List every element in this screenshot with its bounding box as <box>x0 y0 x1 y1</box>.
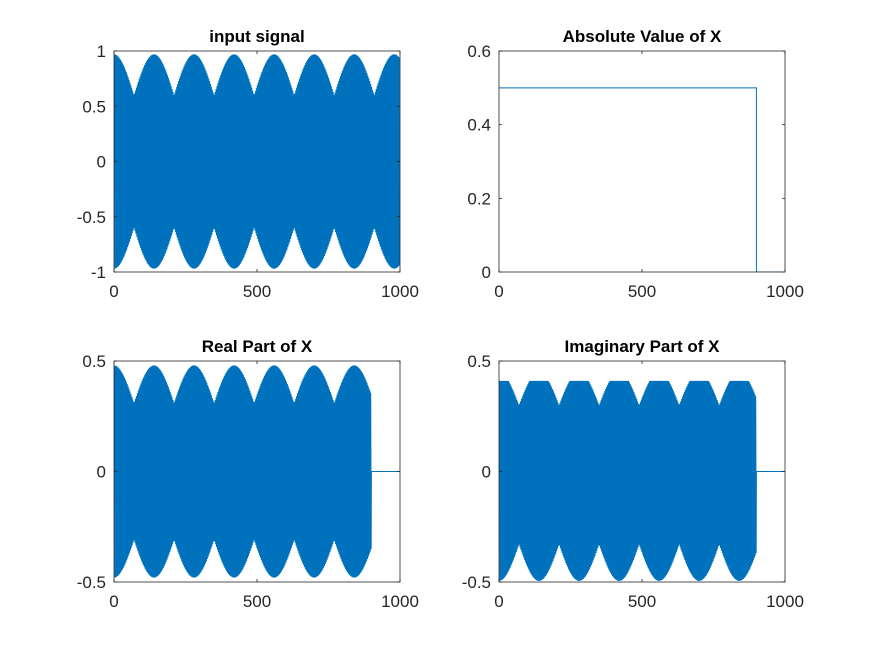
y-tick-label: 0.5 <box>82 97 106 116</box>
y-tick-label: -0.5 <box>462 573 491 592</box>
chart-title: Absolute Value of X <box>563 27 722 46</box>
x-tick-label: 1000 <box>381 592 419 611</box>
y-tick-label: 0.5 <box>467 352 491 371</box>
y-tick-label: 0 <box>482 263 491 282</box>
plot-area <box>499 51 785 272</box>
y-tick-label: -1 <box>91 263 106 282</box>
y-tick-label: -0.5 <box>77 573 106 592</box>
series-group <box>499 380 785 581</box>
x-tick-label: 0 <box>494 592 503 611</box>
series-line-0 <box>114 54 400 269</box>
x-tick-label: 1000 <box>766 592 804 611</box>
y-tick-label: 0.4 <box>467 116 491 135</box>
x-tick-label: 500 <box>243 282 271 301</box>
chart-title: Imaginary Part of X <box>565 337 721 356</box>
series-group <box>499 87 785 272</box>
x-tick-label: 0 <box>494 282 503 301</box>
x-tick-label: 500 <box>628 592 656 611</box>
x-tick-label: 1000 <box>766 282 804 301</box>
y-tick-label: 1 <box>97 42 106 61</box>
series-line-0 <box>499 87 785 272</box>
y-tick-label: 0.5 <box>82 352 106 371</box>
axes-input-signal: 0 500 1000 -1 -0.5 0 0.5 1 input signal <box>77 27 419 301</box>
x-tick-label: 500 <box>628 282 656 301</box>
x-tick-label: 1000 <box>381 282 419 301</box>
y-tick-label: 0.2 <box>467 189 491 208</box>
y-tick-label: -0.5 <box>77 208 106 227</box>
y-tick-label: 0 <box>482 463 491 482</box>
chart-title: Real Part of X <box>202 337 313 356</box>
series-group <box>114 365 400 578</box>
chart-title: input signal <box>209 27 304 46</box>
x-tick-label: 0 <box>109 282 118 301</box>
series-line-0 <box>499 380 785 581</box>
y-tick-label: 0.6 <box>467 42 491 61</box>
series-group <box>114 54 400 269</box>
axes-absolute-value: 0 500 1000 0 0.2 0.4 0.6 Absolute Value of X <box>467 27 804 301</box>
x-tick-label: 0 <box>109 592 118 611</box>
y-tick-label: 0 <box>97 153 106 172</box>
y-tick-label: 0 <box>97 463 106 482</box>
series-line-0 <box>114 365 400 578</box>
x-tick-label: 500 <box>243 592 271 611</box>
